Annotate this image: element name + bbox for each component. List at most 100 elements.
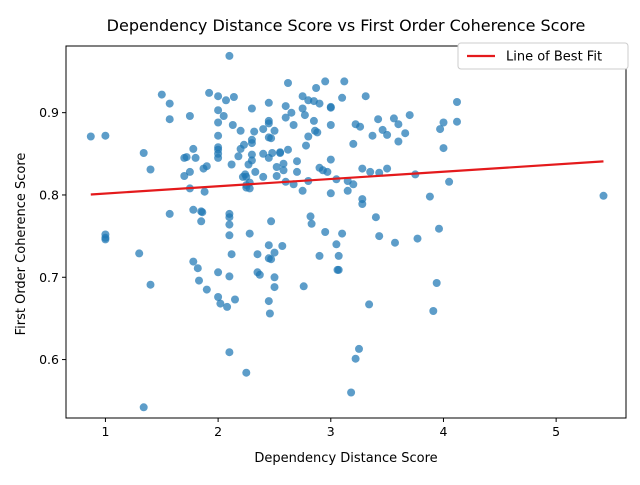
legend: Line of Best Fit — [457, 42, 629, 70]
data-point — [425, 192, 434, 201]
data-point — [313, 128, 322, 137]
data-point — [302, 141, 310, 150]
data-point — [255, 270, 264, 279]
data-point — [259, 172, 268, 181]
data-point — [202, 162, 211, 171]
data-point — [389, 114, 398, 123]
data-point — [222, 96, 230, 105]
data-point — [236, 126, 245, 135]
data-point — [182, 153, 191, 162]
y-tick-label: 0.9 — [39, 105, 59, 120]
data-point — [265, 309, 274, 318]
data-point — [247, 150, 256, 159]
data-point — [349, 139, 358, 148]
data-point — [435, 224, 443, 233]
data-point — [413, 234, 422, 243]
data-point — [259, 125, 268, 134]
data-point — [264, 119, 273, 128]
data-point — [101, 233, 110, 242]
data-point — [229, 93, 238, 101]
data-point — [139, 403, 148, 412]
data-point — [86, 132, 95, 141]
data-point — [185, 167, 194, 176]
data-point — [306, 212, 315, 221]
x-tick-label: 4 — [439, 424, 447, 439]
data-point — [268, 149, 277, 157]
data-point — [270, 283, 279, 292]
data-point — [240, 140, 248, 149]
data-point — [432, 279, 441, 287]
data-point — [214, 293, 223, 301]
data-point — [321, 228, 330, 236]
data-point — [365, 300, 374, 309]
data-point — [355, 344, 363, 353]
data-point — [599, 191, 608, 200]
data-point — [298, 186, 307, 195]
data-point — [247, 156, 256, 165]
data-point — [165, 99, 174, 108]
data-point — [326, 121, 335, 129]
data-point — [264, 241, 273, 250]
data-point — [366, 167, 375, 176]
data-point — [189, 144, 198, 153]
data-point — [278, 242, 287, 250]
data-point — [375, 232, 384, 241]
data-point — [191, 153, 200, 162]
data-point — [358, 195, 367, 204]
data-point — [312, 84, 321, 92]
data-point — [270, 248, 279, 257]
data-point — [228, 121, 237, 129]
data-point — [298, 104, 307, 113]
data-point — [287, 108, 296, 117]
chart-title: Dependency Distance Score vs First Order… — [107, 16, 586, 35]
data-point — [298, 92, 307, 101]
data-point — [284, 79, 292, 87]
data-point — [347, 388, 356, 397]
data-point — [205, 88, 214, 97]
data-point — [279, 159, 288, 168]
data-point — [165, 209, 174, 218]
data-point — [307, 219, 316, 228]
data-point — [439, 118, 448, 127]
data-point — [234, 152, 243, 161]
data-point — [216, 299, 225, 308]
data-point — [383, 164, 392, 173]
data-point — [309, 116, 318, 125]
y-tick-label: 0.8 — [39, 187, 59, 202]
data-point — [299, 282, 308, 291]
data-point — [356, 122, 365, 131]
y-tick-label: 0.7 — [39, 270, 59, 285]
data-point — [214, 131, 223, 140]
data-point — [189, 257, 198, 266]
data-point — [281, 113, 290, 122]
data-point — [157, 90, 166, 99]
data-point — [300, 111, 309, 120]
data-point — [304, 132, 313, 141]
data-point — [214, 118, 223, 127]
data-point — [371, 213, 380, 222]
best-fit-line — [90, 160, 604, 196]
data-point — [214, 153, 223, 162]
data-point — [139, 149, 148, 157]
data-point — [189, 205, 198, 214]
y-axis-label: First Order Coherence Score — [14, 153, 29, 336]
data-point — [264, 98, 273, 107]
data-point — [227, 160, 236, 169]
x-tick-label: 3 — [327, 424, 335, 439]
data-point — [429, 307, 438, 315]
data-point — [214, 106, 223, 115]
x-tick-label: 2 — [214, 424, 222, 439]
legend-box — [457, 42, 629, 70]
data-point — [231, 295, 239, 304]
data-point — [146, 280, 155, 289]
data-point — [338, 229, 347, 238]
data-point — [279, 166, 288, 175]
data-point — [197, 217, 206, 226]
data-point — [225, 213, 234, 222]
data-point — [245, 184, 254, 193]
data-point — [358, 164, 367, 173]
data-point — [101, 131, 110, 140]
data-point — [267, 134, 276, 143]
